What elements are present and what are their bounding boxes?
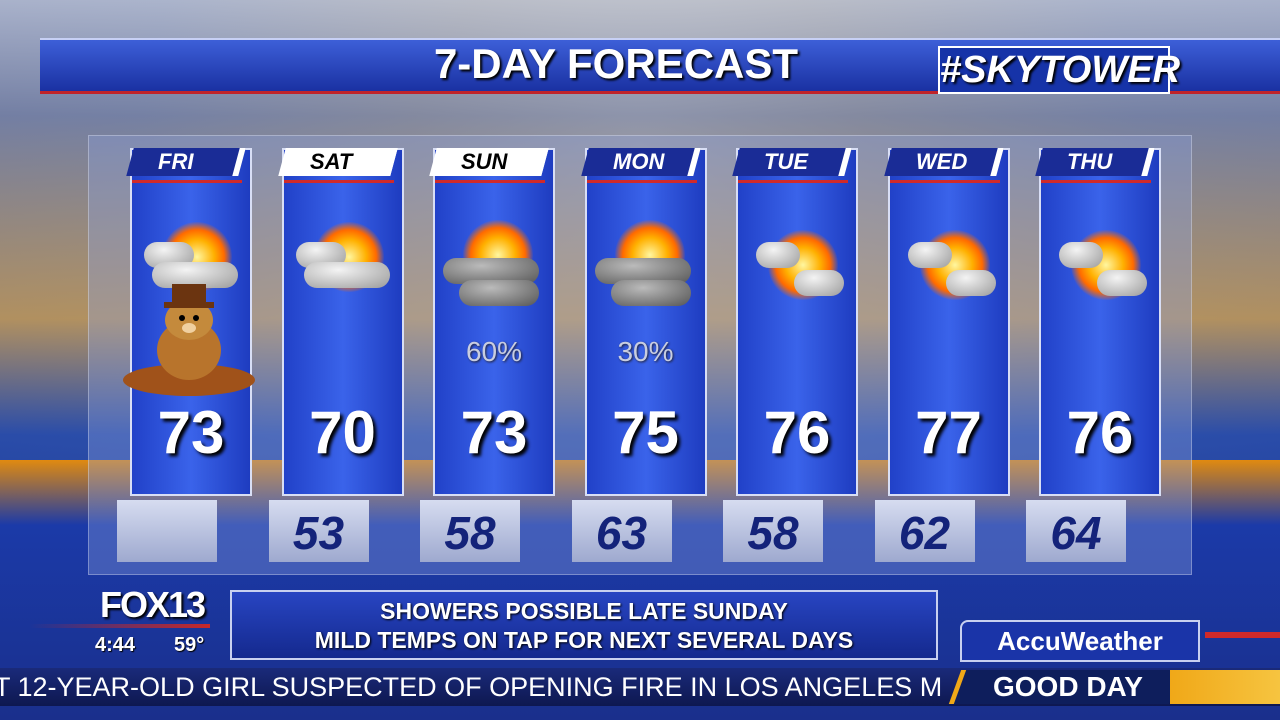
tab-underline	[738, 180, 848, 183]
cloud-icon	[459, 280, 539, 306]
show-name: GOOD DAY	[992, 671, 1143, 702]
day-tab: THU	[1035, 148, 1155, 176]
day-column-wed: WED 77	[883, 148, 1010, 496]
tab-underline	[1041, 180, 1151, 183]
low-temp: 53	[268, 500, 369, 562]
day-label: WED	[915, 149, 967, 174]
low-temp: 58	[420, 500, 520, 562]
cloud-icon	[610, 280, 691, 306]
day-label: FRI	[158, 149, 194, 174]
cloud-icon	[1059, 242, 1103, 268]
cloud-icon	[794, 270, 844, 296]
logo-underline	[30, 624, 210, 628]
accent-stripe	[1205, 632, 1280, 638]
day-tab: TUE	[732, 148, 852, 176]
day-column-thu: THU 76	[1035, 148, 1161, 496]
ticker-text: T 12-YEAR-OLD GIRL SUSPECTED OF OPENING …	[0, 672, 944, 702]
day-tab: FRI	[126, 148, 246, 176]
day-column-tue: TUE 76	[732, 148, 858, 496]
skytower-logo: #SKYTOWER	[938, 46, 1180, 94]
high-temp: 76	[763, 399, 831, 466]
ticker-accent	[1170, 670, 1280, 704]
day-column-sat: SAT 70	[277, 148, 404, 496]
cloud-icon	[594, 258, 691, 284]
high-temp: 77	[915, 399, 982, 466]
day-tab: MON	[580, 148, 701, 176]
cloud-icon	[1097, 270, 1147, 296]
day-label: MON	[612, 149, 664, 174]
low-temp	[117, 500, 217, 562]
high-temp: 76	[1066, 399, 1134, 466]
tab-underline	[283, 180, 394, 183]
cloud-icon	[907, 242, 952, 268]
day-label: THU	[1067, 149, 1113, 174]
tab-underline	[435, 180, 545, 183]
low-temp: 62	[874, 500, 975, 562]
fox13-logo: FOX13	[100, 584, 206, 625]
cloud-icon	[945, 270, 996, 296]
day-tab: SAT	[277, 148, 398, 176]
precip-chance: 60%	[465, 336, 523, 367]
cloud-icon	[303, 262, 390, 288]
clock: 4:44	[95, 634, 136, 656]
day-label: SAT	[309, 149, 352, 174]
low-temp: 63	[571, 500, 672, 562]
low-temp: 58	[723, 500, 823, 562]
groundhog-icon	[123, 284, 255, 396]
tab-underline	[889, 180, 1000, 183]
tab-underline	[132, 180, 242, 183]
high-temp: 73	[460, 399, 528, 466]
cloud-icon	[443, 258, 539, 284]
page-title: 7-DAY FORECAST	[433, 40, 799, 87]
cloud-icon	[756, 242, 800, 268]
accuweather-logo: AccuWeather	[960, 620, 1200, 662]
high-temp: 73	[157, 399, 225, 466]
day-tab: SUN	[429, 148, 549, 176]
tab-underline	[586, 180, 697, 183]
day-tab: WED	[883, 148, 1004, 176]
precip-chance: 30%	[617, 336, 674, 367]
day-column-mon: MON 30% 75	[580, 148, 707, 496]
headline-line-1: SHOWERS POSSIBLE LATE SUNDAY	[380, 598, 788, 624]
forecast-headline: SHOWERS POSSIBLE LATE SUNDAY MILD TEMPS …	[230, 590, 938, 660]
high-temp: 70	[309, 399, 376, 466]
day-column-fri: FRI 73	[126, 148, 252, 496]
day-label: TUE	[764, 149, 808, 174]
cloud-icon	[152, 262, 238, 288]
high-temp: 75	[612, 399, 679, 466]
headline-line-2: MILD TEMPS ON TAP FOR NEXT SEVERAL DAYS	[314, 627, 854, 653]
show-logo: GOOD DAY	[948, 670, 1182, 704]
low-temp: 64	[1026, 500, 1126, 562]
day-column-sun: SUN 60% 73	[429, 148, 555, 496]
day-label: SUN	[461, 149, 508, 174]
current-temp: 59°	[174, 634, 205, 656]
